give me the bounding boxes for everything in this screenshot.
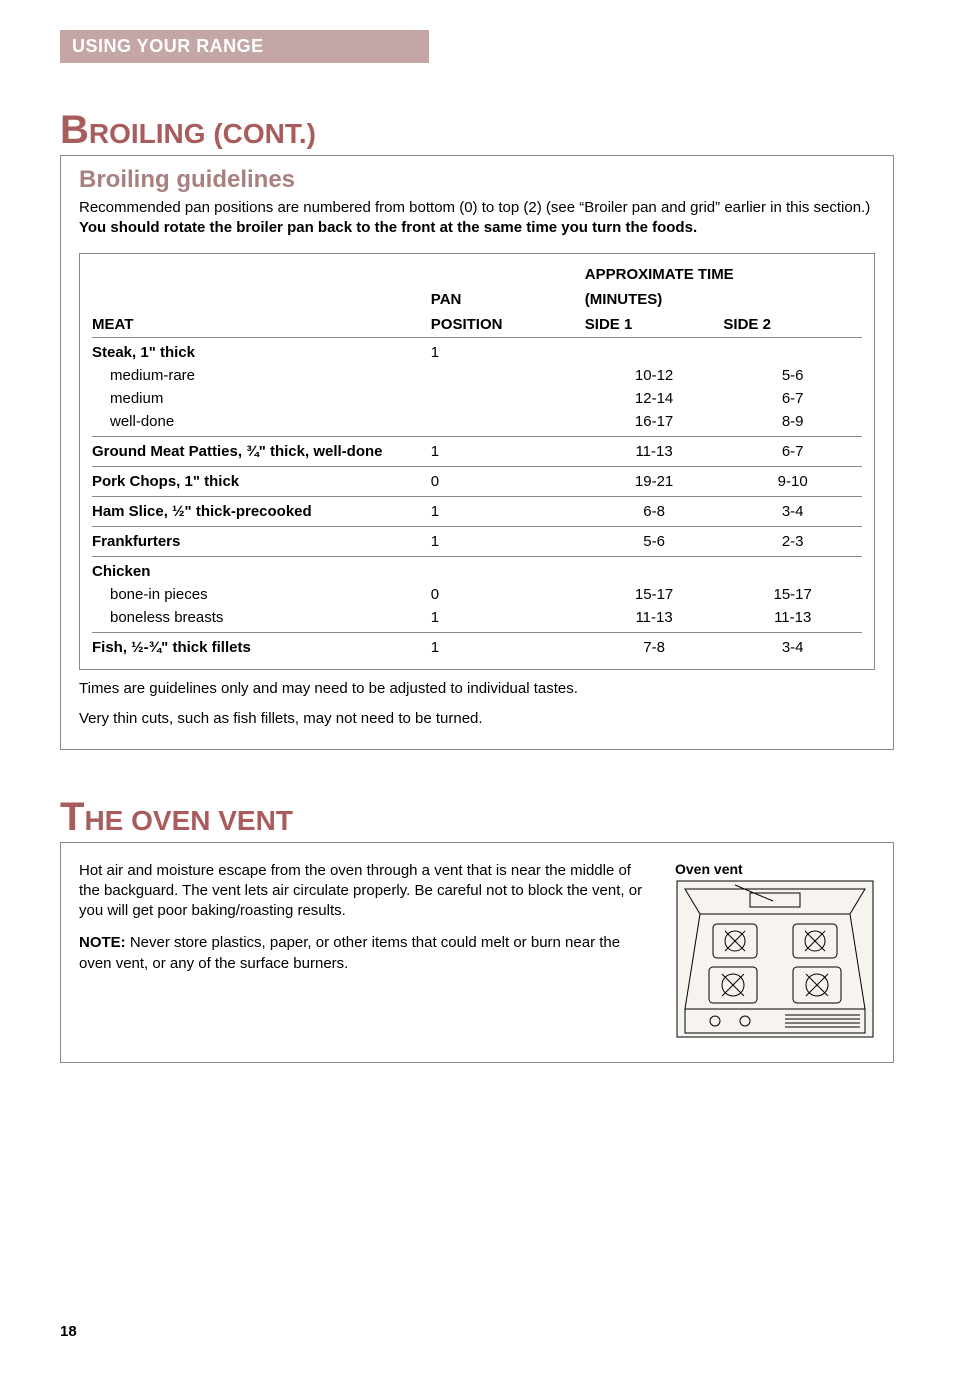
cell-meat: medium-rare (92, 364, 431, 387)
cell-side2: 8-9 (723, 410, 862, 437)
oven-vent-label: Oven vent (675, 861, 875, 877)
cell-side2: 6-7 (723, 436, 862, 466)
cell-side1: 16-17 (585, 410, 724, 437)
cell-meat: Ground Meat Patties, ¾" thick, well-done (92, 436, 431, 466)
manual-page: USING YOUR RANGE BROILING (CONT.) Broili… (0, 0, 954, 1380)
heading-text: HE OVEN VENT (84, 805, 292, 836)
cell-side1: 5-6 (585, 526, 724, 556)
cell-pan: 1 (431, 526, 585, 556)
cell-pan: 1 (431, 632, 585, 659)
oven-vent-illustration: Oven vent (675, 861, 875, 1044)
table-row: Frankfurters15-62-3 (92, 526, 862, 556)
heading-suffix: (CONT.) (206, 118, 316, 149)
cell-meat: Chicken (92, 556, 431, 583)
table-row: Ham Slice, ½" thick-precooked16-83-4 (92, 496, 862, 526)
page-number: 18 (60, 1323, 894, 1340)
col-time-l2: (MINUTES) (585, 287, 862, 312)
cell-side1: 15-17 (585, 583, 724, 606)
cell-side2: 3-4 (723, 496, 862, 526)
cell-side1: 11-13 (585, 606, 724, 633)
broiling-heading: BROILING (CONT.) (60, 108, 894, 153)
table-row: medium 12-146-7 (92, 387, 862, 410)
cell-side2 (723, 556, 862, 583)
vent-para1: Hot air and moisture escape from the ove… (79, 861, 645, 922)
col-time-l1: APPROXIMATE TIME (585, 262, 862, 287)
cell-side2: 11-13 (723, 606, 862, 633)
cell-meat: Frankfurters (92, 526, 431, 556)
cell-pan: 1 (431, 337, 585, 364)
cell-pan (431, 364, 585, 387)
oven-vent-heading: THE OVEN VENT (60, 795, 894, 840)
cell-pan: 0 (431, 583, 585, 606)
intro-plain: Recommended pan positions are numbered f… (79, 199, 870, 216)
cell-meat: Pork Chops, 1" thick (92, 466, 431, 496)
cell-pan: 1 (431, 436, 585, 466)
broiling-box: Broiling guidelines Recommended pan posi… (60, 155, 894, 750)
col-pan-l2: POSITION (431, 312, 585, 338)
cell-meat: Fish, ½-¾" thick fillets (92, 632, 431, 659)
heading-text: ROILING (89, 118, 206, 149)
cell-side1 (585, 337, 724, 364)
cell-pan (431, 556, 585, 583)
cell-pan (431, 387, 585, 410)
col-side2: SIDE 2 (723, 312, 862, 338)
table-row: Fish, ½-¾" thick fillets17-83-4 (92, 632, 862, 659)
cell-side2: 5-6 (723, 364, 862, 387)
cell-pan: 1 (431, 606, 585, 633)
cell-side1: 10-12 (585, 364, 724, 387)
cell-side1 (585, 556, 724, 583)
cell-side1: 7-8 (585, 632, 724, 659)
cell-side1: 12-14 (585, 387, 724, 410)
cell-side1: 19-21 (585, 466, 724, 496)
cell-pan: 1 (431, 496, 585, 526)
col-pan-l1: PAN (431, 287, 585, 312)
intro-bold: You should rotate the broiler pan back t… (79, 219, 697, 236)
broil-table-wrap: APPROXIMATE TIME PAN (MINUTES) MEAT POSI… (79, 253, 875, 670)
table-row: Chicken (92, 556, 862, 583)
table-row: well-done 16-178-9 (92, 410, 862, 437)
table-row: bone-in pieces015-1715-17 (92, 583, 862, 606)
cell-meat: boneless breasts (92, 606, 431, 633)
footnote1: Times are guidelines only and may need t… (79, 678, 875, 701)
note-text: Never store plastics, paper, or other it… (79, 934, 620, 971)
footnote2: Very thin cuts, such as fish fillets, ma… (79, 708, 875, 731)
cell-side2: 9-10 (723, 466, 862, 496)
cell-meat: Steak, 1" thick (92, 337, 431, 364)
note-label: NOTE: (79, 934, 126, 951)
oven-vent-box: Hot air and moisture escape from the ove… (60, 842, 894, 1063)
broiling-subheading: Broiling guidelines (79, 166, 875, 194)
vent-note: NOTE: Never store plastics, paper, or ot… (79, 933, 645, 974)
cell-meat: medium (92, 387, 431, 410)
table-row: boneless breasts111-1311-13 (92, 606, 862, 633)
cell-side2: 6-7 (723, 387, 862, 410)
broiling-intro: Recommended pan positions are numbered f… (79, 198, 875, 239)
cell-pan (431, 410, 585, 437)
cell-meat: Ham Slice, ½" thick-precooked (92, 496, 431, 526)
cell-side2: 3-4 (723, 632, 862, 659)
table-row: Steak, 1" thick1 (92, 337, 862, 364)
cell-meat: well-done (92, 410, 431, 437)
cell-pan: 0 (431, 466, 585, 496)
cell-side2: 15-17 (723, 583, 862, 606)
section-tab: USING YOUR RANGE (60, 30, 429, 63)
table-row: medium-rare 10-125-6 (92, 364, 862, 387)
cell-side1: 11-13 (585, 436, 724, 466)
cell-side2 (723, 337, 862, 364)
oven-vent-text: Hot air and moisture escape from the ove… (79, 861, 645, 1044)
col-side1: SIDE 1 (585, 312, 724, 338)
stove-icon (675, 879, 875, 1039)
heading-dropcap: T (60, 795, 84, 839)
table-row: Ground Meat Patties, ¾" thick, well-done… (92, 436, 862, 466)
table-row: Pork Chops, 1" thick019-219-10 (92, 466, 862, 496)
broil-table: APPROXIMATE TIME PAN (MINUTES) MEAT POSI… (92, 262, 862, 659)
cell-side2: 2-3 (723, 526, 862, 556)
heading-dropcap: B (60, 108, 89, 152)
cell-meat: bone-in pieces (92, 583, 431, 606)
col-meat: MEAT (92, 312, 431, 338)
cell-side1: 6-8 (585, 496, 724, 526)
